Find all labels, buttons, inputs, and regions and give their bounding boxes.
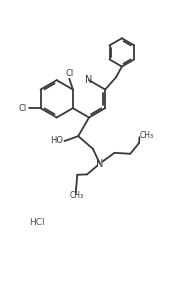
Text: N: N <box>85 75 93 85</box>
Text: Cl: Cl <box>18 104 27 113</box>
Text: Cl: Cl <box>65 69 74 78</box>
Text: HCl: HCl <box>29 218 45 227</box>
Text: N: N <box>96 159 104 169</box>
Text: CH₃: CH₃ <box>69 190 83 200</box>
Text: HO: HO <box>51 136 63 145</box>
Text: CH₃: CH₃ <box>140 131 154 140</box>
